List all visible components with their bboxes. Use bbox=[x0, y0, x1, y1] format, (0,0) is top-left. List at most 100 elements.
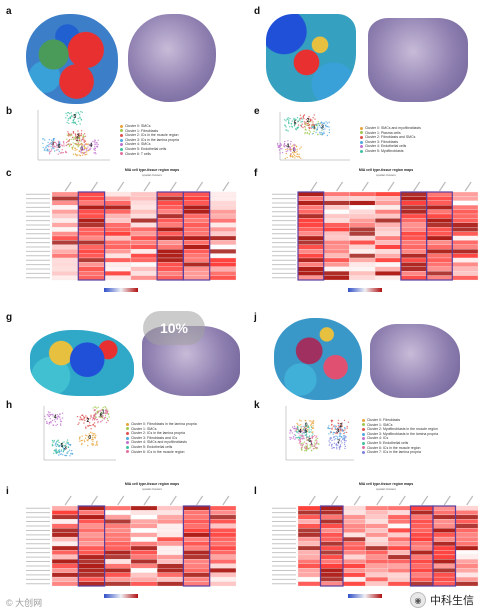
heatmap-cell bbox=[349, 253, 376, 259]
heatmap-cell bbox=[78, 563, 105, 569]
umap-point bbox=[68, 143, 70, 145]
heatmap-column-label bbox=[413, 181, 421, 192]
umap-point bbox=[100, 411, 103, 413]
heatmap-cell bbox=[104, 249, 132, 254]
heatmap-cell bbox=[452, 209, 479, 215]
umap-point bbox=[65, 112, 67, 115]
umap-point bbox=[57, 439, 59, 441]
heatmap-cell bbox=[209, 200, 237, 206]
umap-point bbox=[60, 443, 62, 445]
heatmap-cell bbox=[78, 196, 105, 201]
heatmap-cell bbox=[426, 249, 453, 254]
umap-point bbox=[81, 147, 83, 149]
umap-point bbox=[289, 143, 292, 145]
heatmap-cell bbox=[209, 213, 237, 219]
heatmap-cell bbox=[297, 196, 324, 201]
heatmap-cell bbox=[426, 257, 453, 263]
umap-point bbox=[339, 445, 341, 448]
umap-point bbox=[314, 434, 316, 437]
umap-point bbox=[104, 406, 106, 408]
umap-point bbox=[48, 152, 51, 154]
umap-point bbox=[94, 406, 96, 408]
heatmap-cell bbox=[320, 554, 344, 560]
heatmap-cell bbox=[387, 541, 411, 547]
heatmap-cell bbox=[297, 271, 324, 276]
umap-point bbox=[62, 141, 65, 143]
heatmap-cell bbox=[156, 554, 184, 560]
panel-label-c: c bbox=[6, 168, 12, 179]
umap-point bbox=[294, 157, 296, 159]
umap-point bbox=[321, 129, 323, 131]
heatmap-cell bbox=[130, 262, 158, 267]
umap-point bbox=[341, 430, 344, 432]
heatmap-title-c: MIA cell type-tissue region maps bbox=[124, 168, 180, 172]
umap-point bbox=[332, 431, 335, 434]
umap-point bbox=[313, 421, 315, 423]
heatmap-cell bbox=[387, 554, 411, 560]
heatmap-cell bbox=[51, 523, 79, 529]
legend-swatch bbox=[126, 450, 129, 454]
legend-label: Cluster 0: SMCs and myofibroblasts bbox=[365, 126, 421, 130]
heatmap-cell bbox=[297, 231, 324, 237]
umap-point bbox=[100, 421, 102, 423]
umap-point bbox=[313, 442, 316, 444]
umap-point bbox=[53, 450, 55, 452]
umap-point bbox=[80, 152, 82, 154]
heatmap-cell bbox=[387, 550, 411, 555]
heatmap-cell bbox=[297, 253, 324, 259]
umap-point bbox=[70, 112, 72, 114]
heatmap-cell bbox=[104, 231, 132, 237]
heatmap-cell bbox=[209, 550, 237, 555]
umap-point bbox=[305, 430, 307, 432]
legend-entry: Cluster 2: Fibroblasts and SMCs bbox=[360, 135, 421, 140]
heatmap-highlight-box bbox=[182, 505, 211, 587]
umap-point bbox=[71, 146, 73, 149]
umap-point bbox=[50, 149, 53, 151]
heatmap-cell bbox=[183, 275, 210, 281]
umap-point bbox=[316, 441, 318, 443]
umap-point bbox=[44, 139, 46, 141]
umap-point bbox=[344, 441, 346, 444]
heatmap-cell bbox=[374, 227, 401, 232]
legend-entry: Cluster 0: Fibroblasts in the lamina pro… bbox=[126, 422, 197, 427]
umap-point bbox=[310, 127, 312, 129]
heatmap-cell bbox=[323, 240, 350, 245]
umap-point bbox=[76, 137, 78, 139]
umap-point bbox=[307, 426, 310, 428]
umap-point bbox=[77, 143, 80, 145]
umap-point bbox=[293, 149, 296, 152]
heatmap-colorbar bbox=[348, 594, 382, 598]
heatmap-cell bbox=[130, 568, 158, 573]
heatmap-cell bbox=[452, 218, 479, 223]
umap-point bbox=[339, 444, 342, 446]
umap-point bbox=[80, 419, 83, 421]
heatmap-cell bbox=[78, 536, 105, 542]
umap-point bbox=[304, 123, 306, 125]
umap-point bbox=[292, 436, 295, 438]
umap-point bbox=[75, 143, 77, 145]
heatmap-cell bbox=[130, 271, 158, 276]
umap-point bbox=[327, 427, 329, 429]
umap-point bbox=[62, 445, 64, 447]
umap-point bbox=[49, 411, 51, 414]
umap-point bbox=[296, 150, 298, 152]
umap-point bbox=[69, 135, 71, 137]
umap-point bbox=[290, 150, 292, 152]
heatmap-cell bbox=[156, 528, 184, 533]
umap-point bbox=[62, 145, 64, 147]
heatmap-cell bbox=[297, 519, 321, 524]
umap-point bbox=[300, 437, 302, 439]
umap-point bbox=[72, 153, 75, 155]
umap-point bbox=[326, 122, 329, 124]
heatmap-cell bbox=[51, 545, 79, 551]
heatmap-cell bbox=[209, 262, 237, 267]
umap-point bbox=[312, 121, 314, 123]
heatmap-cell bbox=[426, 266, 453, 272]
heatmap-cell bbox=[297, 545, 321, 551]
umap-point bbox=[339, 424, 341, 426]
umap-point bbox=[59, 418, 61, 420]
umap-point bbox=[310, 446, 312, 448]
umap-point bbox=[331, 419, 334, 422]
heatmap-cell bbox=[209, 191, 237, 197]
